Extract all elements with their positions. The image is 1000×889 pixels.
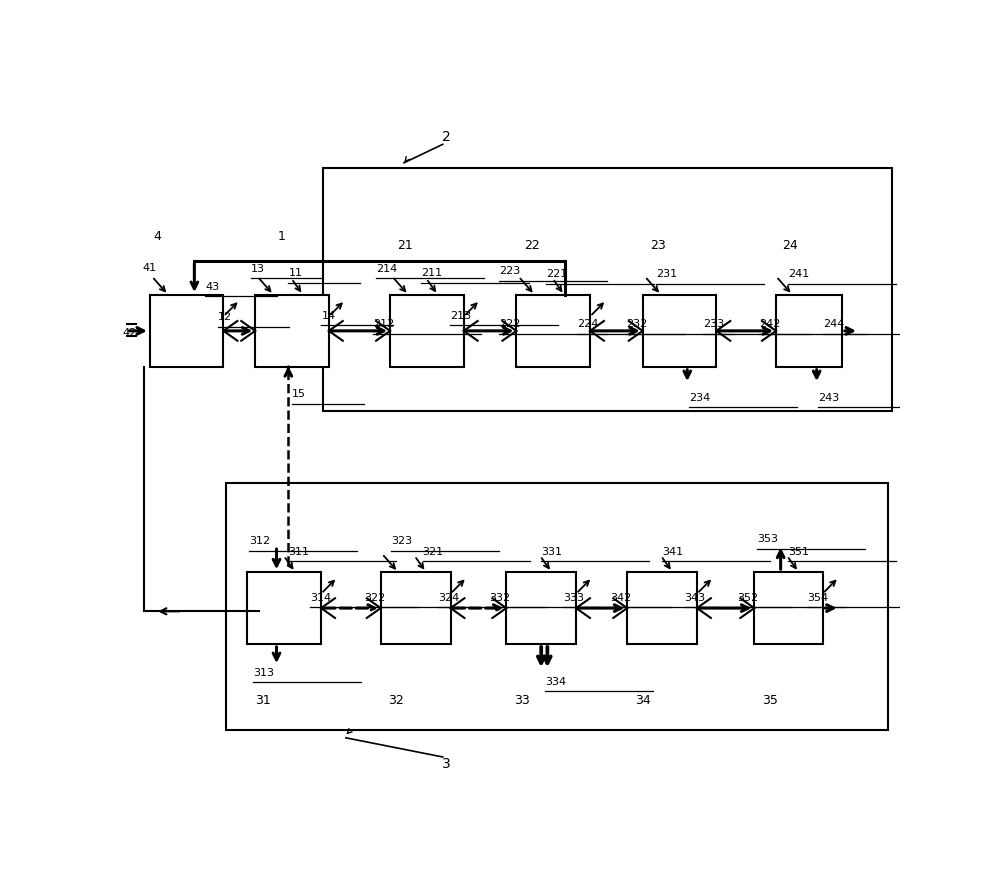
- Bar: [247, 573, 321, 644]
- Text: 41: 41: [142, 262, 156, 273]
- Text: 32: 32: [388, 693, 404, 707]
- Text: 241: 241: [788, 269, 809, 279]
- Text: 242: 242: [759, 319, 780, 329]
- Bar: [627, 573, 697, 644]
- Text: 212: 212: [373, 319, 394, 329]
- Bar: [381, 573, 450, 644]
- Text: 211: 211: [421, 268, 442, 278]
- Text: 15: 15: [292, 389, 306, 399]
- Text: 33: 33: [514, 693, 530, 707]
- Text: 233: 233: [703, 319, 724, 329]
- Text: 221: 221: [546, 269, 567, 279]
- Bar: [643, 295, 716, 367]
- Bar: [754, 573, 822, 644]
- Bar: [516, 295, 590, 367]
- Text: 13: 13: [251, 264, 265, 274]
- Text: 322: 322: [364, 593, 385, 603]
- Bar: [255, 295, 329, 367]
- Text: 232: 232: [626, 319, 647, 329]
- Text: 231: 231: [656, 269, 677, 279]
- Text: 311: 311: [288, 547, 309, 557]
- Text: 213: 213: [450, 311, 472, 321]
- Text: 34: 34: [635, 693, 651, 707]
- Bar: [390, 295, 464, 367]
- Text: 321: 321: [423, 547, 444, 557]
- Text: 14: 14: [321, 311, 336, 321]
- Bar: [776, 295, 842, 367]
- Bar: [506, 573, 576, 644]
- Text: 332: 332: [489, 593, 510, 603]
- Text: 31: 31: [255, 693, 271, 707]
- Text: 353: 353: [757, 534, 778, 544]
- Text: 333: 333: [563, 593, 584, 603]
- Text: 3: 3: [442, 757, 451, 771]
- Text: 354: 354: [807, 593, 829, 603]
- Text: 351: 351: [788, 547, 809, 557]
- Text: 42: 42: [123, 328, 137, 338]
- Text: 22: 22: [524, 239, 539, 252]
- Text: 11: 11: [288, 268, 302, 278]
- Text: 331: 331: [541, 547, 562, 557]
- Text: 342: 342: [610, 593, 631, 603]
- Bar: [323, 168, 892, 412]
- Text: 214: 214: [376, 264, 397, 274]
- Text: 12: 12: [218, 312, 232, 322]
- Text: 1: 1: [277, 230, 285, 244]
- Text: 4: 4: [153, 230, 161, 244]
- Text: 244: 244: [823, 319, 845, 329]
- Text: 323: 323: [391, 536, 412, 547]
- Text: 313: 313: [253, 668, 274, 677]
- Text: 43: 43: [205, 282, 219, 292]
- Text: 23: 23: [650, 239, 666, 252]
- Text: 314: 314: [310, 593, 331, 603]
- Text: 341: 341: [662, 547, 683, 557]
- Text: 2: 2: [442, 131, 451, 145]
- Text: 224: 224: [577, 319, 598, 329]
- Text: 35: 35: [762, 693, 778, 707]
- Text: 243: 243: [818, 393, 839, 403]
- Text: 352: 352: [737, 593, 758, 603]
- Text: 21: 21: [397, 239, 413, 252]
- Text: 24: 24: [783, 239, 798, 252]
- Text: 222: 222: [499, 319, 521, 329]
- Bar: [150, 295, 223, 367]
- Text: 343: 343: [684, 593, 706, 603]
- Text: 234: 234: [689, 393, 710, 403]
- Text: 334: 334: [545, 677, 566, 686]
- Text: 324: 324: [438, 593, 459, 603]
- Text: 223: 223: [499, 266, 521, 276]
- Bar: [226, 483, 888, 730]
- Text: 312: 312: [249, 536, 271, 547]
